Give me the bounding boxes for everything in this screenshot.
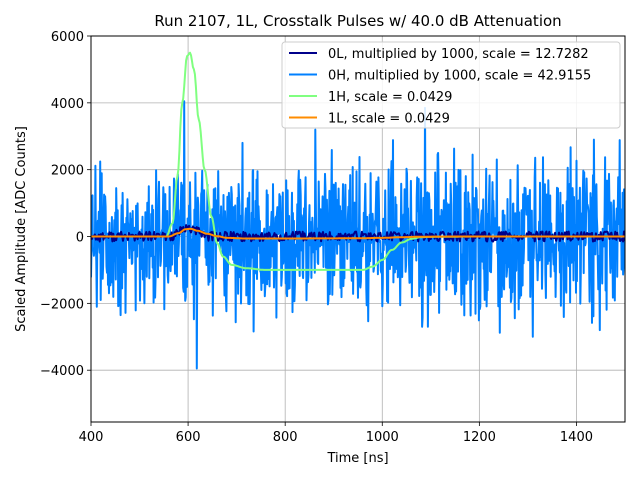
legend-box	[281, 41, 621, 129]
y-tick-label: 2000	[51, 164, 84, 179]
y-tick-label: −2000	[40, 297, 84, 312]
x-tick-label: 1000	[366, 430, 399, 445]
plot-frame	[90, 35, 626, 423]
legend-label-3: 1L, scale = 0.0429	[328, 112, 450, 127]
chart-title: Run 2107, 1L, Crosstalk Pulses w/ 40.0 d…	[154, 12, 561, 30]
y-axis-label: Scaled Amplitude [ADC Counts]	[14, 126, 29, 332]
x-tick-label: 1200	[463, 430, 496, 445]
x-tick-label: 600	[176, 430, 201, 445]
y-tick-label: 4000	[51, 97, 84, 112]
legend: 0L, multiplied by 1000, scale = 12.7282 0…	[281, 41, 621, 129]
x-tick-label: 1400	[560, 430, 593, 445]
y-tick-label: 0	[76, 231, 84, 246]
y-axis: −4000 −2000 0 2000 4000 6000	[40, 30, 91, 379]
x-axis-label: Time [ns]	[326, 451, 388, 466]
x-tick-label: 400	[79, 430, 104, 445]
y-tick-label: −4000	[40, 364, 84, 379]
x-axis: 400 600 800 1000 1200 1400	[79, 422, 593, 445]
y-tick-label: 6000	[51, 30, 84, 45]
series-line-1	[91, 100, 625, 370]
data-series-layer	[91, 51, 625, 370]
series-line-3	[91, 227, 625, 240]
x-tick-label: 800	[273, 430, 298, 445]
legend-label-2: 1H, scale = 0.0429	[328, 90, 452, 105]
legend-label-0: 0L, multiplied by 1000, scale = 12.7282	[328, 47, 589, 62]
series-line-0	[91, 224, 625, 243]
legend-label-1: 0H, multiplied by 1000, scale = 42.9155	[328, 69, 591, 84]
